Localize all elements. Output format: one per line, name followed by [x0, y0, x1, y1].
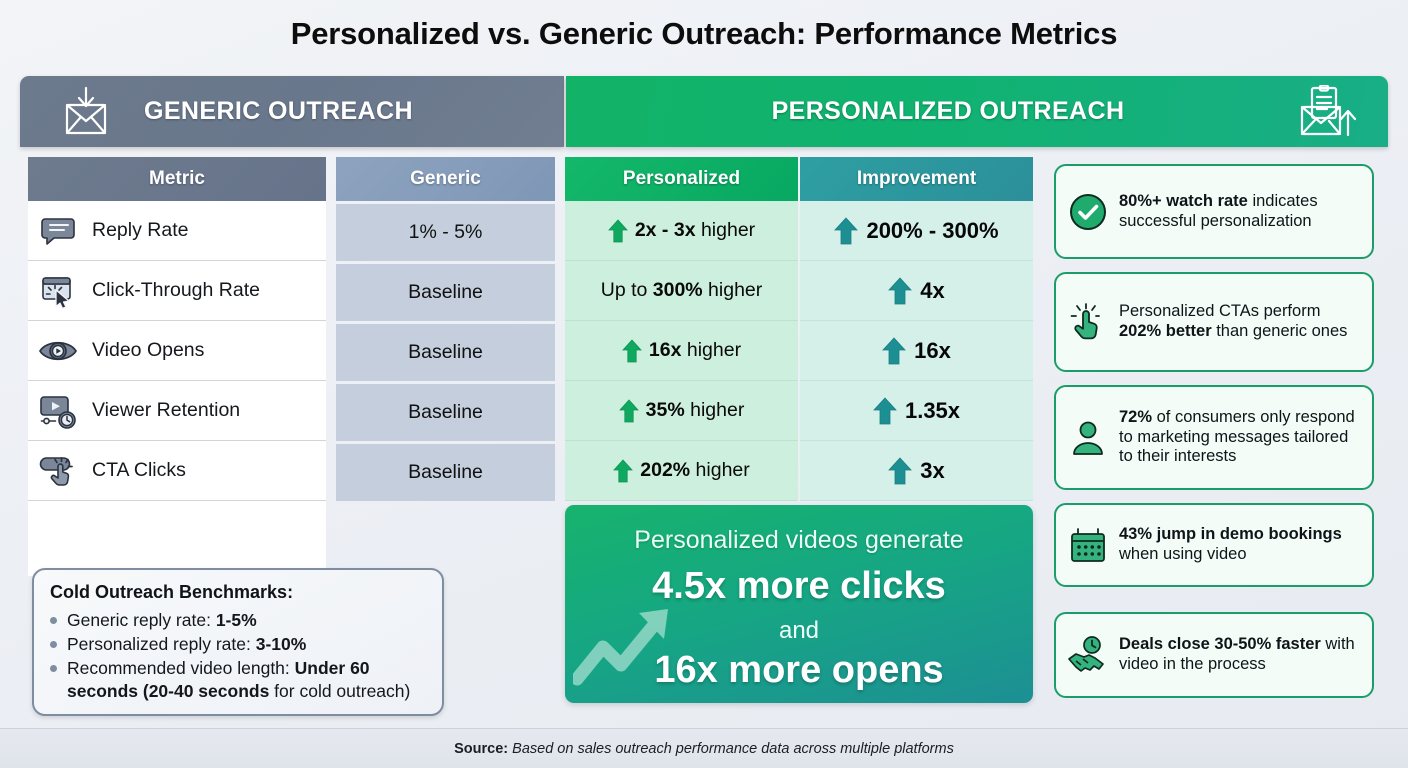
generic-cell: Baseline [336, 444, 555, 501]
improvement-cell: 200% - 300% [800, 201, 1033, 261]
up-arrow-icon [607, 218, 628, 243]
callout-headline-1: 4.5x more clicks [652, 565, 946, 607]
improvement-cell: 3x [800, 441, 1033, 501]
personalized-cell: 35% higher [565, 381, 798, 441]
banner-personalized-outreach: PERSONALIZED OUTREACH [566, 76, 1388, 147]
banner-generic-label: GENERIC OUTREACH [144, 97, 413, 125]
up-arrow-icon [622, 338, 642, 363]
benchmarks-list: Generic reply rate: 1-5% Personalized re… [50, 609, 428, 703]
improvement-column: Improvement 200% - 300% 4x 16x 1.35x [800, 157, 1033, 501]
envelope-download-icon [52, 85, 120, 139]
banner-generic-outreach: GENERIC OUTREACH [20, 76, 564, 147]
generic-cell: Baseline [336, 324, 555, 381]
generic-header: Generic [336, 157, 555, 201]
list-item: Personalized reply rate: 3-10% [50, 633, 428, 656]
up-arrow-icon [618, 398, 639, 423]
improvement-header: Improvement [800, 157, 1033, 201]
eye-play-icon [38, 333, 78, 369]
list-item: Recommended video length: Under 60 secon… [50, 657, 428, 703]
generic-column: Generic 1% - 5% Baseline Baseline Baseli… [336, 157, 555, 501]
metric-header: Metric [28, 157, 326, 201]
personalized-value: Up to 300% higher [600, 279, 763, 301]
improvement-cell: 16x [800, 321, 1033, 381]
person-icon [1066, 416, 1110, 460]
benchmarks-box: Cold Outreach Benchmarks: Generic reply … [32, 568, 444, 716]
improvement-value: 200% - 300% [866, 217, 999, 243]
growth-arrow-icon [570, 585, 693, 695]
insight-card: Deals close 30-50% faster with video in … [1054, 612, 1374, 698]
chat-bubble-icon [38, 213, 78, 249]
generic-cell: 1% - 5% [336, 204, 555, 261]
improvement-value: 1.35x [904, 397, 961, 423]
up-arrow-icon [888, 456, 913, 485]
improvement-cell: 4x [800, 261, 1033, 321]
check-circle-icon [1066, 190, 1110, 234]
table-row: Reply Rate [28, 201, 326, 261]
footer: Source: Based on sales outreach performa… [0, 728, 1408, 768]
metric-label: Viewer Retention [92, 399, 241, 421]
up-arrow-icon [613, 458, 634, 483]
insight-card: 43% jump in demo bookings when using vid… [1054, 503, 1374, 587]
insight-text: 72% of consumers only respond to marketi… [1119, 407, 1355, 466]
list-item: Generic reply rate: 1-5% [50, 609, 428, 632]
button-click-icon [38, 453, 78, 489]
metric-column-filler [28, 501, 326, 576]
banner-personalized-label: PERSONALIZED OUTREACH [771, 97, 1125, 125]
insight-card: Personalized CTAs perform 202% better th… [1054, 272, 1374, 372]
metric-label: Click-Through Rate [92, 279, 260, 301]
table-row: Viewer Retention [28, 381, 326, 441]
generic-cell: Baseline [336, 384, 555, 441]
insight-text: 43% jump in demo bookings when using vid… [1119, 525, 1342, 563]
hand-click-icon [1066, 300, 1110, 344]
personalized-cell: Up to 300% higher [565, 261, 798, 321]
personalized-cell: 16x higher [565, 321, 798, 381]
personalized-cell: 2x - 3x higher [565, 201, 798, 261]
improvement-value: 16x [914, 337, 951, 363]
browser-cursor-icon [38, 273, 78, 309]
callout-line-1: Personalized videos generate [634, 526, 964, 554]
improvement-value: 3x [920, 457, 945, 483]
source-note: Source: Based on sales outreach performa… [454, 740, 954, 757]
personalized-value: 16x higher [648, 339, 742, 361]
metric-column: Metric Reply Rate Click-Throug [28, 157, 326, 576]
insight-card: 72% of consumers only respond to marketi… [1054, 385, 1374, 490]
personalized-header: Personalized [565, 157, 798, 201]
up-arrow-icon [882, 336, 907, 365]
up-arrow-icon [888, 276, 913, 305]
table-row: CTA Clicks [28, 441, 326, 501]
calendar-icon [1066, 523, 1110, 567]
handshake-clock-icon [1066, 633, 1110, 677]
table-row: Video Opens [28, 321, 326, 381]
insight-text: 80%+ watch rate indicates successful per… [1119, 191, 1318, 230]
insight-text: Deals close 30-50% faster with video in … [1119, 635, 1355, 673]
callout-conjunction: and [778, 617, 820, 644]
improvement-value: 4x [920, 277, 945, 303]
personalized-cell: 202% higher [565, 441, 798, 501]
insight-card: 80%+ watch rate indicates successful per… [1054, 164, 1374, 259]
table-row: Click-Through Rate [28, 261, 326, 321]
insight-text: Personalized CTAs perform 202% better th… [1119, 302, 1348, 340]
video-clock-icon [38, 393, 78, 429]
page-title: Personalized vs. Generic Outreach: Perfo… [290, 16, 1118, 51]
metric-label: Video Opens [92, 339, 205, 361]
up-arrow-icon [834, 216, 859, 245]
generic-cell: Baseline [336, 264, 555, 321]
personalized-value: 35% higher [645, 399, 745, 421]
highlight-callout: Personalized videos generate 4.5x more c… [565, 505, 1033, 703]
personalized-value: 2x - 3x higher [634, 219, 756, 241]
callout-headline-2: 16x more opens [654, 649, 944, 691]
envelope-document-upload-icon [1290, 83, 1358, 139]
personalized-value: 202% higher [640, 459, 750, 481]
metric-label: Reply Rate [92, 219, 189, 241]
benchmarks-title: Cold Outreach Benchmarks: [50, 582, 294, 602]
personalized-column: Personalized 2x - 3x higher Up to 300% h… [565, 157, 798, 501]
up-arrow-icon [873, 396, 897, 425]
metric-label: CTA Clicks [92, 459, 186, 481]
improvement-cell: 1.35x [800, 381, 1033, 441]
